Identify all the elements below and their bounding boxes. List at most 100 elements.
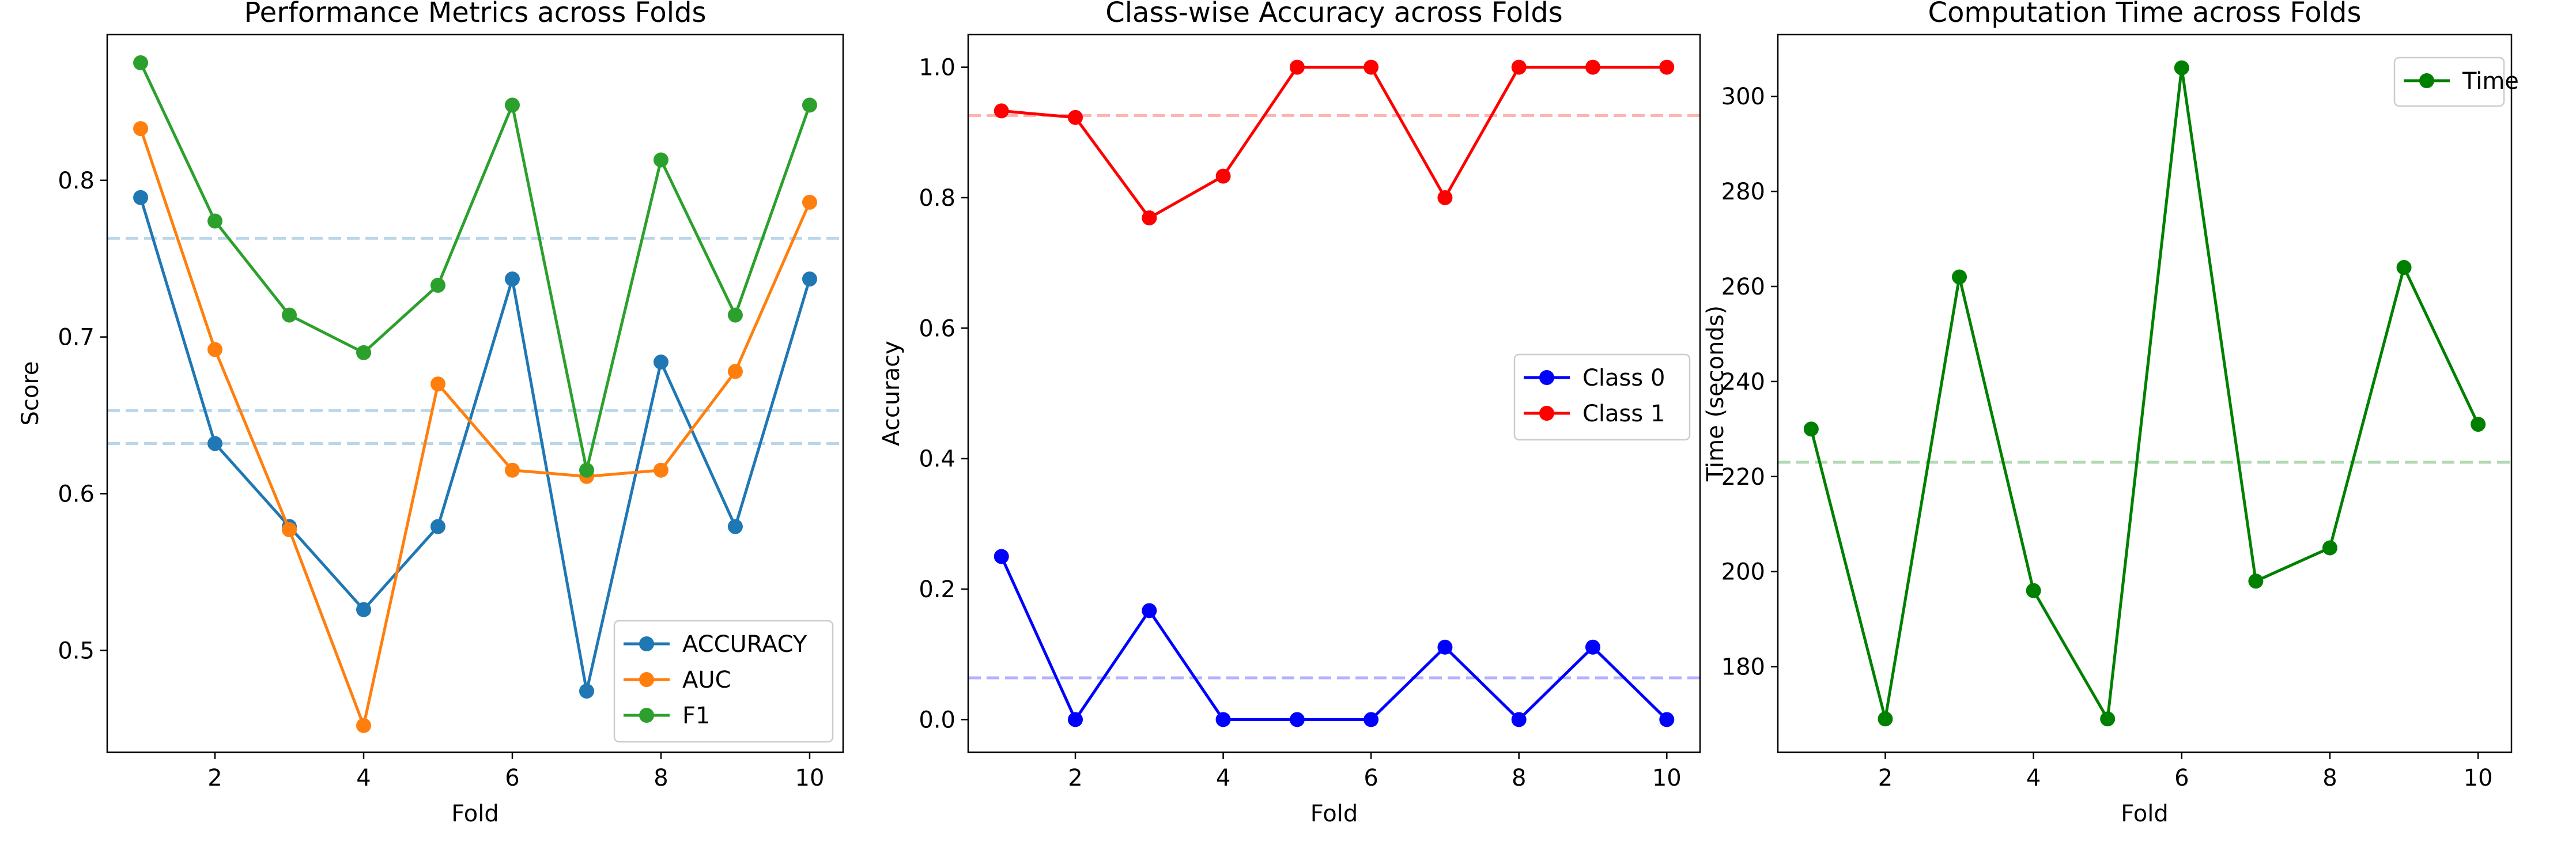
data-point: [207, 436, 223, 451]
data-point: [282, 522, 297, 537]
x-tick-label: 2: [1068, 765, 1082, 791]
data-point: [802, 97, 817, 113]
data-point: [504, 271, 520, 287]
chart-panel-1: 2 4 6 8 10 0.5 0.6 0.7 0.8 Performance Metrics ac…: [17, 0, 844, 827]
axes-frame: [106, 33, 844, 753]
data-point: [282, 307, 297, 323]
data-point: [1215, 168, 1231, 184]
y-axis-label: Accuracy: [878, 341, 905, 446]
chart-panel-2: 2 4 6 8 10 0.0 0.2 0.4 0.6 0.8 1.0 Class-wise Accur…: [878, 0, 1701, 827]
y-tick-label: 300: [1721, 84, 1765, 110]
y-axis-label: Time (seconds): [1702, 305, 1729, 482]
x-tick-label: 4: [1216, 765, 1230, 791]
series-line-accuracy: [139, 197, 811, 693]
x-tick-label: 2: [207, 765, 222, 791]
data-point: [1511, 712, 1527, 727]
data-point: [727, 519, 743, 534]
series-line-auc: [139, 128, 811, 727]
data-point: [727, 307, 743, 323]
legend-swatch-marker: [639, 672, 654, 687]
y-tick-label: 220: [1721, 464, 1765, 491]
axes-frame: [967, 33, 1701, 753]
x-tick-label: 6: [1363, 765, 1378, 791]
x-tick-label: 10: [2464, 765, 2493, 791]
x-tick-label: 4: [356, 765, 371, 791]
data-point: [994, 549, 1009, 564]
chart-title: Class-wise Accuracy across Folds: [1105, 0, 1563, 29]
data-point: [802, 194, 817, 210]
data-point: [1142, 603, 1157, 618]
data-point: [1585, 59, 1600, 75]
y-tick-label: 0.7: [58, 325, 95, 351]
data-point: [1289, 712, 1305, 727]
y-tick-label: 240: [1721, 369, 1765, 395]
data-point: [653, 152, 668, 168]
y-tick-label: 1.0: [919, 55, 955, 81]
data-point: [1068, 110, 1083, 125]
series-line-class-1: [1001, 66, 1667, 220]
data-point: [653, 354, 668, 370]
y-tick-label: 0.0: [919, 707, 955, 733]
x-tick-label: 8: [654, 765, 668, 791]
data-point: [356, 602, 372, 617]
data-point: [2174, 60, 2189, 76]
x-tick-label: 8: [1512, 765, 1526, 791]
y-tick-label: 0.6: [919, 315, 955, 342]
x-tick-label: 6: [2174, 765, 2189, 791]
x-axis-label: Fold: [1310, 801, 1358, 827]
legend-entry-label: Time: [2462, 68, 2519, 95]
data-point: [430, 519, 446, 534]
data-point: [2396, 260, 2412, 276]
x-tick-label: 2: [1878, 765, 1893, 791]
data-point: [1878, 711, 1893, 727]
y-axis-label: Score: [17, 361, 44, 425]
legend-entry-label: Class 1: [1582, 401, 1665, 427]
series-line-class-0: [1000, 556, 1668, 721]
data-point: [1437, 190, 1453, 205]
data-point: [356, 345, 372, 360]
data-point: [1437, 639, 1453, 655]
data-point: [653, 462, 668, 478]
x-tick-label: 8: [2322, 765, 2337, 791]
data-point: [430, 376, 446, 392]
data-point: [802, 271, 817, 287]
legend-entry-label: F1: [682, 703, 710, 729]
legend-swatch-marker: [1539, 370, 1554, 385]
data-point: [1142, 210, 1157, 226]
y-tick-label: 280: [1721, 179, 1765, 205]
y-tick-label: 200: [1721, 559, 1765, 586]
y-tick-label: 260: [1721, 274, 1765, 300]
legend-box: [613, 620, 834, 743]
data-point: [1952, 269, 1967, 285]
legend-entry-label: ACCURACY: [682, 631, 807, 658]
data-point: [2100, 711, 2116, 727]
legend-entry-label: AUC: [682, 667, 731, 693]
series-line-f1: [139, 62, 811, 472]
data-point: [207, 213, 223, 229]
data-point: [430, 277, 446, 293]
data-point: [504, 97, 520, 113]
data-point: [1803, 421, 1819, 437]
legend-swatch-marker: [639, 636, 654, 651]
x-tick-label: 4: [2026, 765, 2041, 791]
x-axis-label: Fold: [2121, 801, 2169, 827]
chart-title: Performance Metrics across Folds: [244, 0, 706, 29]
data-point: [2471, 417, 2486, 432]
y-tick-label: 0.5: [58, 637, 95, 664]
data-point: [1068, 712, 1083, 727]
series-line-time: [1810, 66, 2480, 720]
data-point: [2322, 540, 2337, 556]
data-point: [207, 342, 223, 357]
data-point: [2026, 583, 2041, 598]
legend-box: [1513, 353, 1691, 441]
data-point: [1363, 59, 1379, 75]
x-tick-label: 10: [1652, 765, 1682, 791]
data-point: [133, 55, 149, 70]
data-point: [579, 462, 594, 478]
data-point: [2248, 574, 2264, 589]
legend: ACCURACY AUC F1: [613, 620, 834, 743]
legend-swatch-marker: [1539, 406, 1554, 421]
legend-swatch-marker: [639, 708, 654, 723]
y-tick-label: 0.2: [919, 576, 955, 603]
